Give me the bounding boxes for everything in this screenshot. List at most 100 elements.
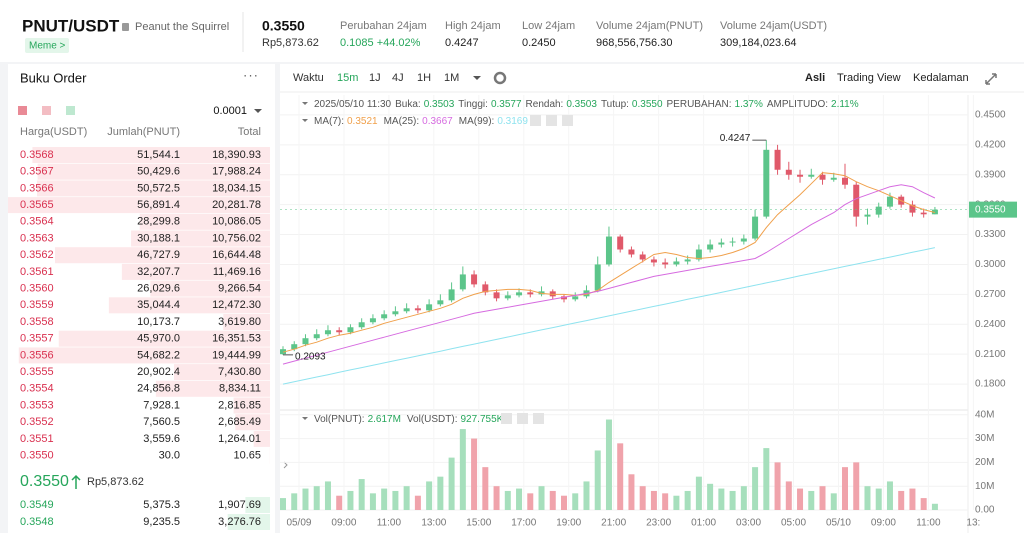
volume-bar — [291, 493, 298, 510]
column-header: Harga(USDT) — [20, 126, 87, 138]
legend-icon[interactable] — [533, 413, 544, 424]
order-amount: 51,544.1 — [137, 149, 180, 161]
legend-icon[interactable] — [530, 115, 541, 126]
order-price: 0.3568 — [20, 149, 54, 161]
volume-tick-label: 0.00 — [975, 505, 995, 516]
volume-bar — [752, 467, 759, 510]
candle-body — [280, 349, 286, 355]
legend-value: 0.3521 — [347, 116, 378, 127]
order-amount: 50,572.5 — [137, 182, 180, 194]
tag[interactable]: Meme > — [29, 41, 66, 52]
view-button[interactable]: Asli — [805, 72, 825, 84]
dropdown-arrow[interactable] — [254, 109, 262, 113]
order-total: 1,907.69 — [218, 499, 261, 511]
stat-value: 0.2450 — [522, 37, 556, 49]
order-amount: 46,727.9 — [137, 249, 180, 261]
menu-dots[interactable]: ··· — [243, 67, 259, 82]
volume-bar — [797, 488, 804, 510]
interval-button[interactable]: 1H — [417, 72, 431, 84]
info-label: AMPLITUDO: — [767, 99, 828, 110]
volume-value: 2.617M — [368, 414, 401, 425]
candle-body — [729, 241, 736, 243]
low-annotation: 0.2093 — [295, 352, 326, 363]
x-tick-label: 05:00 — [781, 518, 806, 529]
view-bids-icon[interactable] — [66, 106, 75, 115]
interval-dropdown[interactable] — [473, 76, 481, 80]
interval-button[interactable]: 1M — [444, 72, 459, 84]
candle-body — [695, 249, 702, 260]
volume-bar — [369, 493, 376, 510]
fullscreen-icon[interactable] — [985, 73, 997, 85]
legend-name: MA(7): — [314, 116, 344, 127]
info-icon — [122, 23, 129, 31]
legend-name: MA(25): — [384, 116, 420, 127]
tick-size[interactable]: 0.0001 — [213, 105, 247, 117]
tag-badge[interactable] — [25, 38, 69, 53]
candle-body — [358, 322, 365, 328]
candle-body — [369, 318, 376, 323]
price-badge — [969, 201, 1017, 218]
volume-bar — [324, 481, 331, 510]
last-price-idr: Rp5,873.62 — [262, 37, 319, 49]
view-asks-icon[interactable] — [42, 106, 51, 115]
order-price: 0.3554 — [20, 383, 54, 395]
interval-button[interactable]: 1J — [369, 72, 381, 84]
candle-body — [752, 216, 759, 239]
volume-bar — [403, 486, 410, 510]
volume-bar — [482, 467, 489, 510]
candle-body — [448, 289, 455, 301]
collapse-arrow[interactable] — [283, 461, 288, 469]
volume-bar — [842, 467, 848, 510]
candle-body — [819, 174, 826, 180]
x-tick-label: 05/09 — [286, 518, 311, 529]
candle-body — [302, 338, 309, 345]
view-button[interactable]: Kedalaman — [913, 72, 969, 84]
settings-icon[interactable] — [493, 71, 507, 85]
order-price: 0.3548 — [20, 516, 54, 528]
interval-button[interactable]: 15m — [337, 72, 358, 84]
price-badge-label: 0.3550 — [975, 204, 1006, 215]
depth-bar — [155, 380, 270, 397]
legend-icon[interactable] — [517, 413, 528, 424]
order-amount: 9,235.5 — [143, 516, 180, 528]
volume-bar — [931, 503, 938, 510]
info-value: 0.3577 — [491, 99, 522, 110]
depth-bar — [253, 430, 270, 447]
volume-bar — [572, 493, 579, 510]
volume-bar — [639, 486, 646, 510]
candle-body — [426, 304, 433, 311]
interval-button[interactable]: 4J — [392, 72, 404, 84]
stat-label: High 24jam — [445, 20, 501, 32]
volume-bar — [381, 488, 388, 510]
legend-icon[interactable] — [501, 413, 512, 424]
order-total: 3,276.76 — [218, 516, 261, 528]
volume-bar — [414, 495, 421, 510]
y-tick-label: 0.2400 — [975, 319, 1006, 330]
volume-bar — [313, 486, 320, 510]
order-total: 8,834.11 — [219, 383, 261, 395]
candle-body — [605, 236, 612, 265]
volume-tick-label: 20M — [975, 457, 994, 468]
candle-body — [909, 204, 916, 213]
order-total: 10,756.02 — [212, 232, 261, 244]
view-both-icon[interactable] — [18, 106, 27, 115]
volume-bar — [527, 493, 534, 510]
depth-bar — [223, 314, 270, 330]
view-button[interactable]: Trading View — [837, 72, 901, 84]
order-amount: 24,856.8 — [137, 383, 180, 395]
candle-body — [482, 284, 489, 293]
ma-legend: MA(7): 0.3521 MA(25): 0.3667 MA(99): 0.3169 — [314, 116, 528, 127]
candle-body — [842, 177, 848, 185]
order-total: 18,034.15 — [212, 182, 261, 194]
stat-label: Low 24jam — [522, 20, 575, 32]
stat-value: 0.4247 — [445, 37, 479, 49]
info-label: Buka: — [395, 99, 421, 110]
order-price: 0.3564 — [20, 216, 54, 228]
order-total: 12,472.30 — [212, 299, 261, 311]
legend-icon[interactable] — [562, 115, 573, 126]
volume-bar — [718, 488, 725, 510]
y-tick-label: 0.3300 — [975, 229, 1006, 240]
volume-bar — [662, 493, 669, 510]
order-amount: 5,375.3 — [143, 499, 180, 511]
legend-icon[interactable] — [546, 115, 557, 126]
